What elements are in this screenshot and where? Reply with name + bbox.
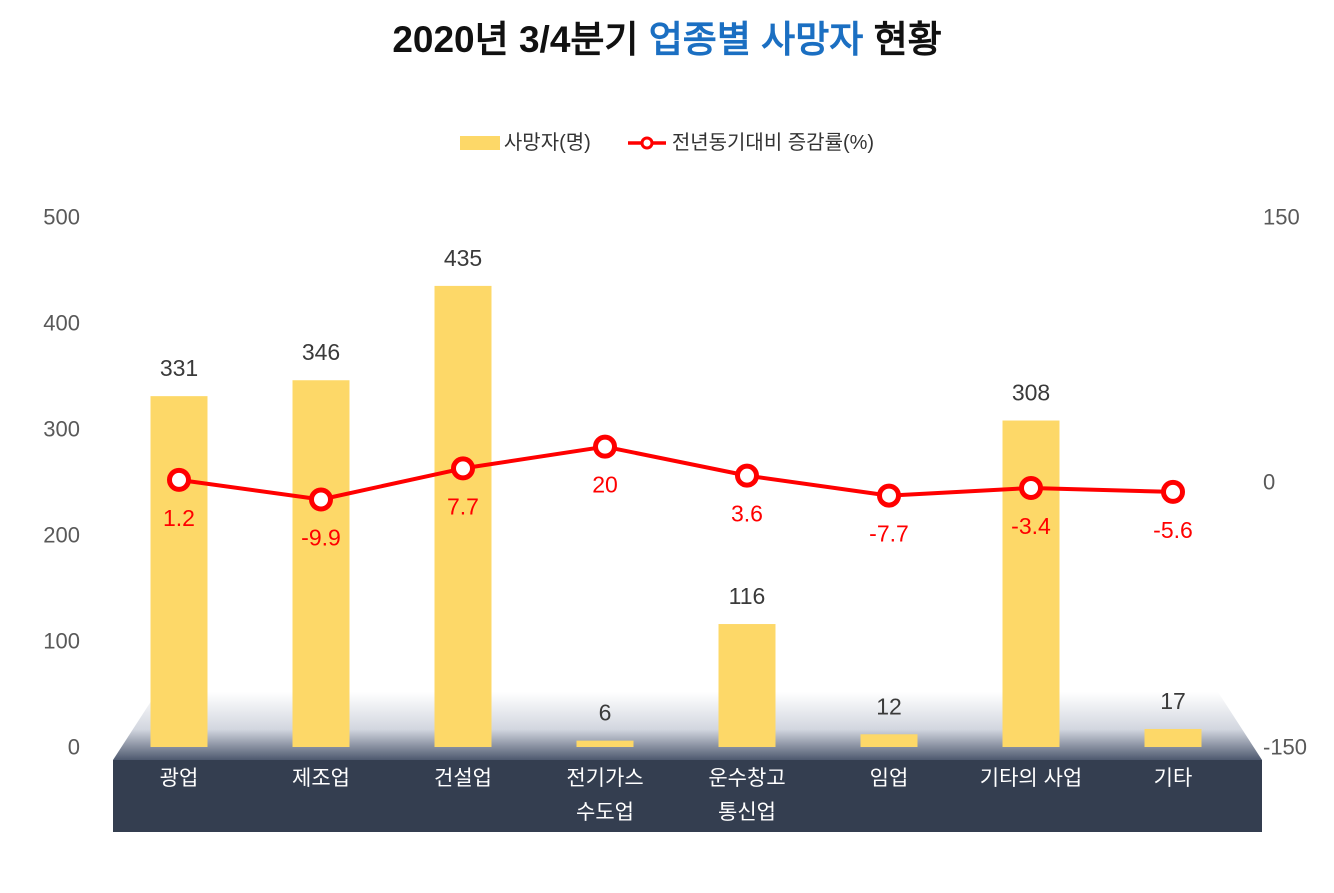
rate-value-label-5: 3.6 [731,501,763,527]
rate-marker-1 [167,467,191,492]
legend-line-marker [640,136,654,150]
y-left-tick-label: 200 [43,523,80,548]
bar-value-label-8: 17 [1160,688,1186,714]
bar-1 [150,396,208,747]
y-left-tick-label: 500 [43,205,80,230]
y-left-tick-label: 400 [43,311,80,336]
bar-value-label-6: 12 [876,693,902,719]
rate-value-label-6: -7.7 [869,521,909,547]
rate-value-label-2: -9.9 [301,524,341,550]
y-left-tick-label: 100 [43,629,80,654]
bar-value-label-7: 308 [1012,380,1050,406]
bar-2 [292,380,350,747]
bar-8 [1144,728,1202,747]
y-left-axis: 0 100 200 300 400 500 [43,205,80,760]
bar-7 [1002,420,1060,747]
legend-item-deaths: 사망자(명) [459,128,591,158]
bar-4 [576,740,634,747]
y-left-tick-label: 0 [68,735,80,760]
bar-3 [434,285,492,747]
rate-line [178,444,1174,502]
category-band [113,760,1262,832]
legend-item-rate: 전년동기대비 증감률(%) [627,128,874,158]
legend-label-deaths: 사망자(명) [503,132,591,154]
legend-line-swatch [627,136,666,150]
chart-title-prefix: 2020년 3/4분기 [392,19,649,60]
legend-label-rate: 전년동기대비 증감률(%) [671,132,875,154]
bar-6 [860,734,918,747]
chart-floor [113,692,1262,760]
rate-marker-7 [1019,476,1043,501]
chart-title-highlight: 업종별 사망자 [648,19,864,60]
y-right-tick-label: -150 [1263,735,1307,760]
rate-value-label-1: 1.2 [163,505,195,531]
chart-legend: 사망자(명) 전년동기대비 증감률(%) [0,128,1334,158]
rate-line-series [167,434,1185,512]
rate-marker-4 [593,434,617,459]
bar-value-label-5: 116 [729,583,766,609]
rate-marker-8 [1161,479,1185,504]
rate-value-label-4: 20 [592,472,618,498]
rate-value-labels: 1.2 -9.9 7.7 20 3.6 -7.7 -3.4 -5.6 [163,472,1193,551]
rate-marker-5 [735,463,759,488]
legend-bar-swatch [459,136,500,150]
rate-value-label-3: 7.7 [447,493,479,519]
rate-value-label-7: -3.4 [1011,513,1051,539]
rate-marker-2 [309,487,333,512]
y-right-tick-label: 0 [1263,470,1275,495]
bar-series [150,285,1202,747]
y-right-tick-label: 150 [1263,205,1300,230]
bar-value-label-2: 346 [302,339,340,365]
y-right-axis: 150 0 -150 [1263,205,1307,760]
bar-value-labels: 331 346 435 6 116 12 308 17 [160,245,1186,726]
y-left-tick-label: 300 [43,417,80,442]
rate-value-label-8: -5.6 [1153,517,1193,543]
bar-value-label-4: 6 [599,700,612,726]
bar-5 [718,624,776,747]
bar-value-label-3: 435 [444,245,482,271]
chart-title: 2020년 3/4분기 업종별 사망자 현황 [0,14,1334,66]
bar-value-label-1: 331 [160,355,198,381]
chart-title-suffix: 현황 [863,19,942,60]
rate-marker-3 [451,456,475,481]
rate-marker-6 [877,483,901,508]
